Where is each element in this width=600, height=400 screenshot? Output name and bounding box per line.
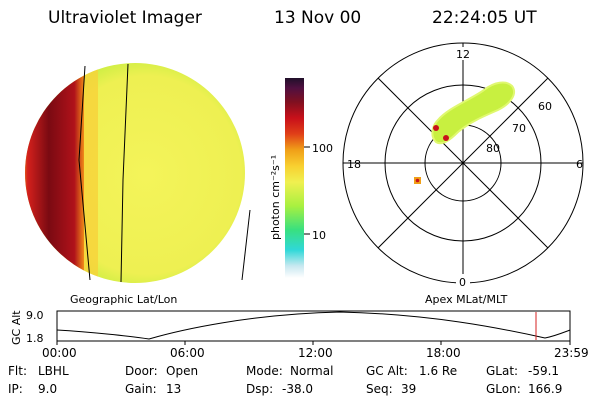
status-flt-value: LBHL	[38, 364, 69, 378]
status-gcalt-label: GC Alt:	[366, 364, 408, 378]
mlt-label-6: 6	[576, 158, 583, 171]
status-door-value: Open	[166, 364, 199, 378]
status-glat-value: -59.1	[528, 364, 560, 378]
time-label: 22:24:05 UT	[432, 8, 537, 28]
mlt-label-12: 12	[456, 48, 470, 61]
status-mode-value: Normal	[290, 364, 334, 378]
mlat-label-60: 60	[538, 100, 552, 113]
altitude-curve	[56, 311, 571, 340]
altitude-xtick: 23:59	[554, 346, 589, 360]
status-ip-value: 9.0	[38, 382, 58, 396]
mlt-label-18: 18	[347, 158, 361, 171]
left-panel-label: Geographic Lat/Lon	[70, 293, 177, 306]
terminator-line	[241, 209, 251, 281]
altitude-xtick: 12:00	[298, 346, 333, 360]
status-ip-label: IP:	[8, 382, 23, 396]
altitude-xtick: 00:00	[42, 346, 77, 360]
aurora-hotspot	[443, 135, 449, 141]
date-label: 13 Nov 00	[274, 8, 362, 28]
status-flt-label: Flt:	[8, 364, 27, 378]
status-glon-value: 166.9	[528, 382, 563, 396]
right-panel-label: Apex MLat/MLT	[425, 293, 508, 306]
altitude-xtick: 18:00	[426, 346, 461, 360]
status-mode-label: Mode:	[246, 364, 283, 378]
status-glon-label: GLon:	[486, 382, 521, 396]
status-glat-label: GLat:	[486, 364, 519, 378]
status-gcalt-value: 1.6 Re	[419, 364, 458, 378]
auroral-oval	[431, 81, 516, 145]
polar-plot: 12 18 6 0 60 70 80	[342, 42, 584, 289]
colorbar-label: photon cm⁻²s⁻¹	[269, 155, 282, 240]
status-door-label: Door:	[125, 364, 158, 378]
status-gain-value: 13	[166, 382, 182, 396]
aurora-hotspot	[433, 125, 439, 131]
instrument-title: Ultraviolet Imager	[48, 8, 202, 28]
status-dsp-label: Dsp:	[246, 382, 274, 396]
mlat-label-80: 80	[486, 142, 500, 155]
mlat-label-70: 70	[512, 122, 526, 135]
longitude-line	[78, 65, 91, 281]
status-seq-label: Seq:	[366, 382, 393, 396]
longitude-line	[120, 63, 129, 283]
status-dsp-value: -38.0	[282, 382, 314, 396]
colorbar-tick: 100	[312, 142, 333, 155]
colorbar	[285, 78, 304, 278]
altitude-ylabel: GC Alt	[10, 310, 23, 345]
altitude-ytick: 9.0	[26, 309, 44, 322]
status-gain-label: Gain:	[125, 382, 157, 396]
status-seq-value: 39	[401, 382, 417, 396]
mlt-label-0: 0	[459, 276, 466, 289]
altitude-xtick: 06:00	[170, 346, 205, 360]
earth-disk	[25, 63, 245, 283]
altitude-ytick: 1.8	[26, 332, 44, 345]
colorbar-tick: 10	[312, 229, 326, 242]
